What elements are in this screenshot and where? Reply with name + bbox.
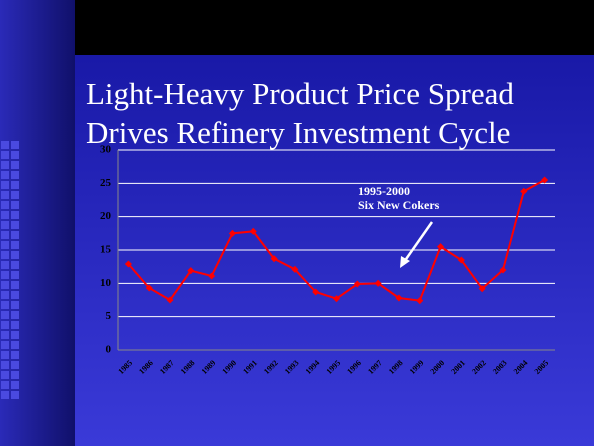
point xyxy=(541,176,549,184)
title-line: Light-Heavy Product Price Spread xyxy=(86,76,514,111)
point xyxy=(478,285,486,293)
annotation-arrowhead xyxy=(400,256,410,268)
point xyxy=(124,260,132,268)
point xyxy=(291,265,299,273)
point xyxy=(499,266,507,274)
point xyxy=(416,297,424,305)
point xyxy=(249,227,257,235)
point xyxy=(166,296,174,304)
y-tick-label: 5 xyxy=(106,310,112,322)
annotation-arrow xyxy=(402,221,434,263)
point xyxy=(457,256,465,264)
point xyxy=(520,187,528,195)
y-tick-label: 10 xyxy=(100,277,112,289)
y-tick-label: 30 xyxy=(100,144,112,156)
y-tick-label: 15 xyxy=(100,244,112,256)
y-tick-label: 25 xyxy=(100,177,112,189)
point xyxy=(228,229,236,237)
point xyxy=(353,280,361,288)
side-pattern xyxy=(0,140,20,400)
top-band xyxy=(75,0,594,55)
point xyxy=(437,243,445,251)
point xyxy=(208,272,216,280)
y-tick-label: 20 xyxy=(100,210,112,222)
annotation: 1995-2000 xyxy=(358,184,410,198)
point xyxy=(332,295,341,303)
y-tick-label: 0 xyxy=(106,344,112,356)
point xyxy=(187,267,195,275)
annotation: Six New Cokers xyxy=(358,198,440,212)
point xyxy=(374,279,382,287)
point xyxy=(270,255,278,263)
point xyxy=(145,284,153,292)
title-line: Drives Refinery Investment Cycle xyxy=(86,115,510,150)
point xyxy=(312,288,320,296)
point xyxy=(395,294,403,302)
